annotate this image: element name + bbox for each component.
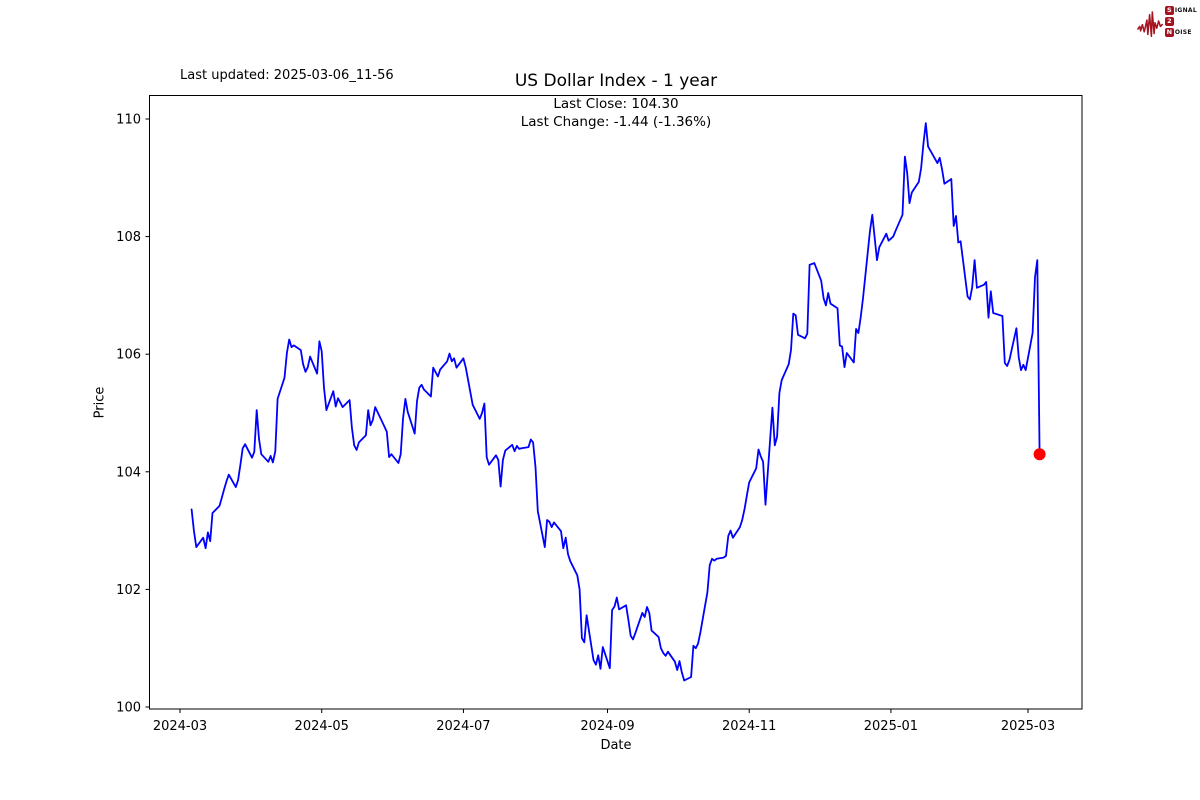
last-updated-text: Last updated: 2025-03-06_11-56: [180, 68, 394, 83]
logo-row-noise: N OISE: [1164, 27, 1197, 37]
x-tick-label: 2024-09: [580, 719, 634, 734]
x-tick-label: 2025-03: [1001, 719, 1055, 734]
last-change-text: Last Change: -1.44 (-1.36%): [520, 114, 712, 130]
last-close-text: Last Close: 104.30: [553, 96, 679, 112]
logo-row-2: 2: [1164, 16, 1197, 26]
signal2noise-logo: S IGNAL 2 N OISE: [1136, 5, 1197, 42]
x-tick-label: 2024-03: [153, 719, 207, 734]
y-tick-label: 106: [116, 348, 141, 363]
x-tick-label: 2025-01: [864, 719, 918, 734]
page-title: US Dollar Index - 1 year: [514, 71, 718, 91]
y-tick-label: 108: [116, 230, 141, 245]
logo-word-ignal: IGNAL: [1174, 6, 1197, 14]
logo-letter-n: N: [1164, 27, 1174, 37]
y-tick-label: 110: [116, 113, 141, 128]
x-tick-label: 2024-05: [295, 719, 349, 734]
waveform-icon: [1136, 11, 1163, 38]
last-price-marker: [1033, 448, 1046, 461]
y-tick-label: 102: [116, 583, 141, 598]
logo-letter-s: S: [1164, 5, 1174, 15]
plot-border: [149, 95, 1083, 710]
y-tick-label: 104: [116, 465, 141, 480]
logo-text: S IGNAL 2 N OISE: [1164, 5, 1197, 38]
x-tick-label: 2024-07: [436, 719, 490, 734]
x-axis-label: Date: [600, 738, 632, 753]
price-line: [190, 122, 1041, 682]
logo-row-signal: S IGNAL: [1164, 5, 1197, 15]
logo-word-oise: OISE: [1174, 28, 1192, 36]
x-tick-label: 2024-11: [722, 719, 776, 734]
logo-letter-2: 2: [1164, 16, 1174, 26]
y-tick-label: 100: [116, 701, 141, 716]
